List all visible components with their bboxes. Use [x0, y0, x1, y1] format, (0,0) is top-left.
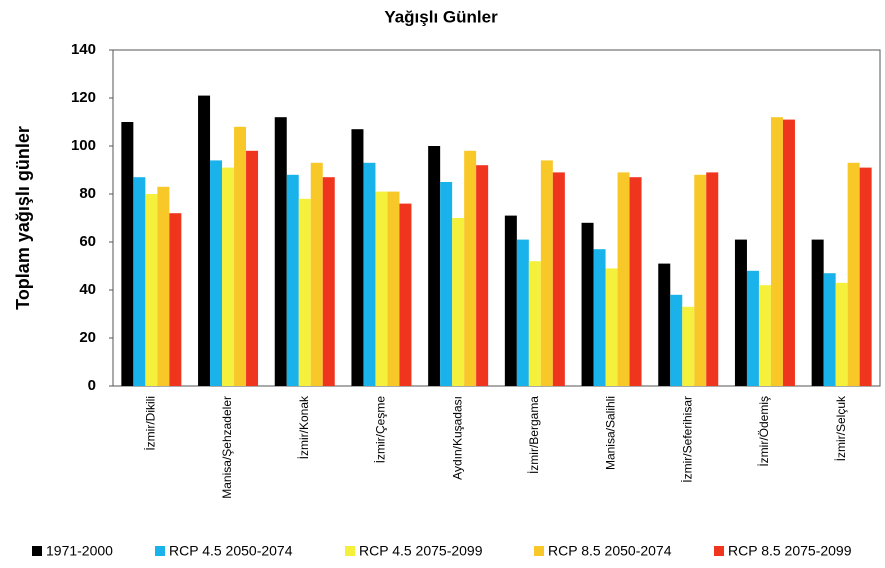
legend-swatch: [155, 546, 165, 556]
bar: [605, 268, 618, 386]
x-tick-label: İzmir/Bergama: [527, 396, 541, 474]
plot-frame: [112, 49, 881, 387]
bar: [169, 213, 182, 386]
bar: [670, 294, 683, 386]
legend-swatch: [534, 546, 544, 556]
x-tick-label: Manisa/Salihli: [604, 396, 618, 470]
y-tick-label: 140: [71, 41, 96, 58]
x-tick-label: İzmir/Seferihisar: [680, 396, 694, 483]
bar: [387, 191, 400, 386]
bar: [399, 203, 412, 386]
bar: [157, 186, 170, 386]
bar: [234, 126, 247, 387]
bar: [746, 270, 759, 386]
bar: [758, 285, 771, 386]
bar: [428, 146, 441, 386]
y-tick-label: 0: [88, 377, 96, 394]
bar: [617, 172, 630, 386]
y-tick-label: 60: [79, 233, 96, 250]
legend-swatch: [32, 546, 42, 556]
x-tick-label: İzmir/Konak: [297, 395, 311, 459]
x-tick-label: İzmir/Dikili: [144, 396, 158, 451]
bar: [658, 263, 671, 386]
x-tick-label: İzmir/Çeşme: [374, 396, 388, 464]
legend-label: RCP 8.5 2075-2099: [728, 543, 852, 559]
bar: [476, 165, 489, 386]
y-tick-label: 120: [71, 89, 96, 106]
legend-label: RCP 4.5 2050-2074: [169, 543, 293, 559]
legend-label: 1971-2000: [46, 543, 113, 559]
bar: [694, 174, 707, 386]
bar: [274, 117, 287, 386]
bar: [811, 239, 824, 386]
bar: [246, 150, 259, 386]
bar: [540, 160, 553, 386]
bar: [528, 261, 541, 386]
x-tick-label: İzmir/Selçuk: [834, 395, 848, 461]
bar: [351, 129, 364, 386]
bar: [363, 162, 376, 386]
bar: [222, 167, 235, 386]
bar: [847, 162, 860, 386]
bar: [734, 239, 747, 386]
chart-title: Yağışlı Günler: [384, 7, 498, 26]
bar: [823, 273, 836, 386]
y-tick-label: 100: [71, 137, 96, 154]
bar: [504, 215, 517, 386]
bar: [440, 182, 453, 386]
bar: [629, 177, 642, 386]
legend-swatch: [714, 546, 724, 556]
bar: [210, 160, 223, 386]
bar: [706, 172, 719, 386]
bar: [782, 119, 795, 386]
bar: [835, 282, 848, 386]
y-tick-label: 40: [79, 281, 96, 298]
bar: [859, 167, 872, 386]
y-axis-label: Toplam yağışlı günler: [13, 126, 33, 310]
bar: [516, 239, 529, 386]
legend-swatch: [345, 546, 355, 556]
bar: [298, 198, 311, 386]
bar: [310, 162, 323, 386]
bar: [552, 172, 565, 386]
bar: [286, 174, 299, 386]
legend-label: RCP 8.5 2050-2074: [548, 543, 672, 559]
bar: [452, 218, 465, 386]
legend-label: RCP 4.5 2075-2099: [359, 543, 483, 559]
x-tick-label: Aydın/Kuşadası: [450, 396, 464, 480]
y-tick-label: 20: [79, 329, 96, 346]
bar: [581, 222, 594, 386]
bar: [322, 177, 335, 386]
bar: [145, 194, 158, 386]
y-tick-label: 80: [79, 185, 96, 202]
bar: [198, 95, 211, 386]
x-tick-label: İzmir/Ödemiş: [757, 396, 771, 467]
bar: [593, 249, 606, 386]
bar: [133, 177, 146, 386]
bar: [464, 150, 477, 386]
x-tick-label: Manisa/Şehzadeler: [220, 396, 234, 499]
bar: [121, 122, 134, 386]
bar: [375, 191, 388, 386]
bar: [770, 117, 783, 386]
bar: [682, 306, 695, 386]
